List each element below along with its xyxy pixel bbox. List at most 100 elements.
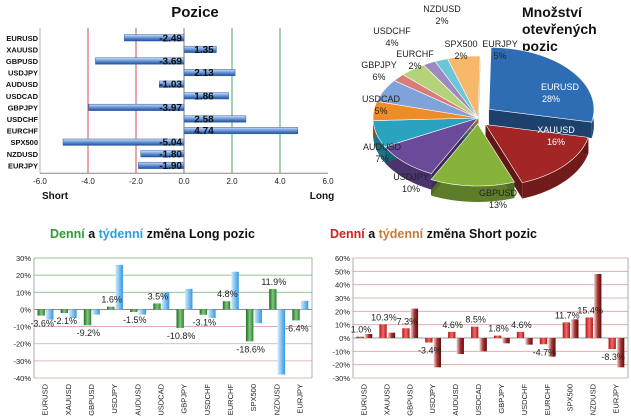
pie-slice-pct: 5% — [374, 106, 387, 116]
positions-bar — [123, 34, 185, 42]
panel-bar-weekly — [548, 338, 556, 357]
panel-value-label: -2.1% — [54, 316, 78, 326]
panel-category-label: GBPJPY — [497, 384, 506, 414]
positions-bar — [183, 115, 247, 123]
panel-title-part: Denní — [330, 227, 365, 241]
panel-value-label: -3.4% — [418, 346, 442, 356]
pie-slice-pct: 13% — [489, 200, 507, 210]
panel-bar-weekly — [410, 308, 419, 338]
panel-value-label: -4.7% — [533, 347, 557, 357]
panel-bar-weekly — [115, 264, 123, 310]
panel-bar-daily — [448, 331, 456, 338]
positions-category-label: XAUUSD — [6, 45, 38, 54]
pie-slice-label: EURJPY — [482, 39, 518, 49]
panel-bar-daily — [153, 303, 161, 310]
panel-bar-daily — [292, 309, 300, 321]
panel-y-tick: 20% — [335, 307, 350, 316]
panel-title: Denní a týdenní změna Short pozic — [330, 227, 537, 241]
panel-category-label: EURJPY — [295, 384, 304, 414]
panel-value-label: 4.6% — [442, 320, 463, 330]
panel-title-part: a — [85, 227, 99, 241]
pie-slice-label: EURCHF — [396, 49, 434, 59]
positions-bar — [183, 127, 299, 135]
positions-x-tick: 0.0 — [178, 177, 190, 186]
pie-slice — [447, 55, 481, 120]
panel-bar-weekly — [433, 338, 441, 368]
panel-bar-weekly — [387, 332, 396, 338]
positions-category-label: NZDUSD — [7, 150, 39, 159]
positions-value-label: -3.69 — [159, 57, 182, 68]
pie-slice-pct: 2% — [454, 51, 467, 61]
panel-y-tick: 0% — [20, 305, 31, 314]
panel-value-label: -1.5% — [123, 315, 147, 325]
panel-y-tick: 20% — [16, 271, 31, 280]
panel-bar-daily — [37, 309, 45, 316]
panel-value-label: -8.3% — [601, 352, 625, 362]
panel-value-label: 1.0% — [351, 325, 372, 335]
panel-bar-daily — [356, 336, 364, 338]
panel-bar-weekly — [138, 309, 147, 315]
panel-value-label: 7.3% — [397, 316, 418, 326]
panel-bar-weekly — [594, 274, 602, 338]
panel-value-label: -3.1% — [193, 318, 217, 328]
pie-slice-pct: 2% — [435, 16, 448, 26]
panel-category-label: AUDUSD — [133, 383, 142, 415]
panel-bar-weekly — [456, 338, 464, 354]
panel-value-label: -3.6% — [30, 319, 54, 329]
pie-title-line: Množství — [522, 4, 583, 20]
panel-bar-weekly — [571, 319, 579, 338]
panel-bar-daily — [379, 324, 387, 338]
panel-bar-weekly — [277, 309, 286, 375]
pie-slice-label: NZDUSD — [423, 4, 461, 14]
positions-value-label: 2.58 — [194, 115, 214, 126]
positions-value-label: -5.04 — [159, 138, 182, 149]
positions-category-label: AUDUSD — [6, 80, 39, 89]
positions-category-label: USDCAD — [6, 92, 39, 101]
panel-category-label: EURCHF — [543, 384, 552, 416]
positions-value-label: 4.74 — [194, 126, 214, 137]
positions-category-label: EURJPY — [8, 161, 38, 170]
long-label: Long — [310, 191, 334, 202]
positions-value-label: -2.49 — [159, 33, 182, 44]
panel-y-tick: 50% — [335, 267, 350, 276]
positions-value-label: 1.35 — [194, 45, 214, 56]
panel-category-label: NZDUSD — [272, 383, 281, 415]
panel-value-label: 8.5% — [465, 315, 486, 325]
pie-slice-edge — [488, 109, 592, 139]
panel-bar-daily — [245, 309, 254, 342]
panel-title-part: týdenní — [99, 227, 144, 241]
pie-slice-pct: 5% — [493, 51, 506, 61]
positions-category-label: SPX500 — [10, 138, 38, 147]
panel-y-tick: 40% — [335, 281, 350, 290]
positions-bar — [138, 161, 185, 169]
pie-slice-pct: 4% — [385, 38, 398, 48]
panel-bar-daily — [608, 338, 616, 350]
pie-slice-pct: 28% — [542, 94, 560, 104]
panel-bar-daily — [83, 309, 92, 326]
panel-value-label: 11.7% — [555, 310, 580, 320]
panel-bar-weekly — [364, 334, 373, 338]
panel-category-label: GBPJPY — [180, 384, 189, 414]
positions-bar — [88, 103, 185, 111]
panel-y-tick: 10% — [335, 321, 350, 330]
panel-bar-weekly — [208, 309, 216, 318]
panel-category-label: USDCAD — [474, 383, 483, 415]
panel-bar-daily — [493, 335, 502, 338]
pie-slice-label: AUDUSD — [363, 142, 402, 152]
panel-category-label: EURJPY — [612, 384, 621, 414]
positions-value-label: -1.03 — [159, 80, 182, 91]
panel-bar-daily — [199, 309, 208, 315]
positions-category-label: GBPJPY — [8, 103, 38, 112]
panel-bar-daily — [585, 317, 593, 338]
positions-value-label: 1.86 — [194, 91, 214, 102]
panel-bar-weekly — [92, 309, 100, 315]
positions-category-label: USDCHF — [7, 115, 39, 124]
panel-bar-daily — [60, 309, 69, 314]
pie-slice-label: USDCHF — [373, 26, 411, 36]
panel-y-tick: 0% — [339, 334, 350, 343]
panel-bar-daily — [425, 338, 433, 343]
panel-bar-weekly — [617, 338, 625, 368]
panel-category-label: EURUSD — [41, 383, 50, 415]
short-change-chart: Denní a týdenní změna Short pozic 60% 50% 4… — [330, 227, 629, 416]
